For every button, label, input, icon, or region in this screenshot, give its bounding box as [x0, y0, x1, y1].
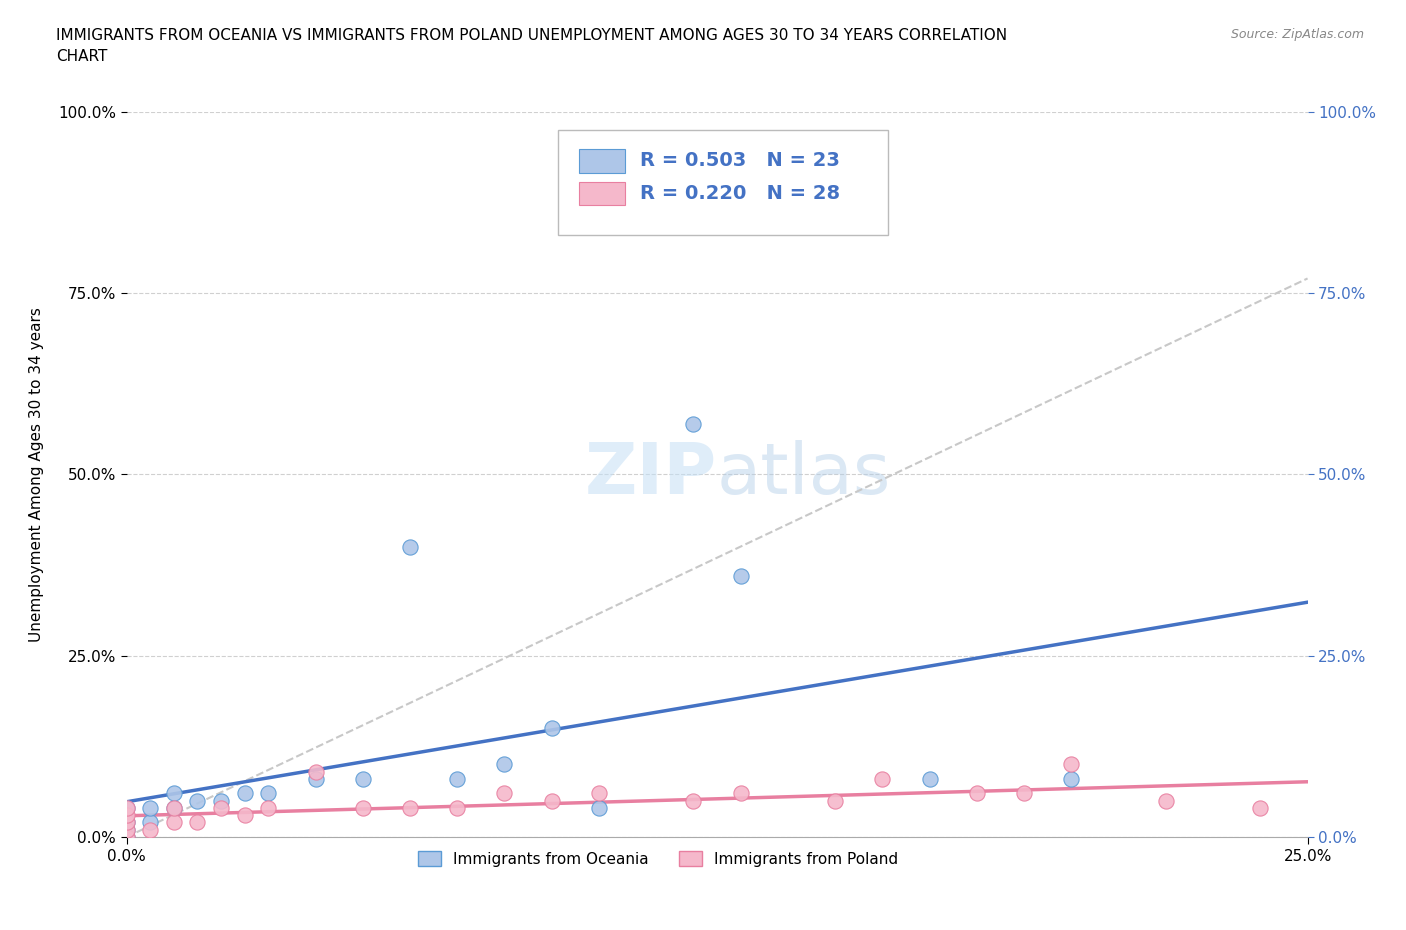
Point [446, 772, 468, 787]
Point [446, 801, 468, 816]
Point [824, 793, 846, 808]
Point [209, 801, 232, 816]
Text: atlas: atlas [717, 440, 891, 509]
Point [115, 830, 138, 844]
Point [966, 786, 988, 801]
Point [730, 568, 752, 583]
Point [115, 822, 138, 837]
FancyBboxPatch shape [579, 182, 624, 206]
Point [494, 786, 516, 801]
Point [233, 808, 256, 823]
Point [139, 815, 162, 830]
Point [115, 815, 138, 830]
Text: R = 0.220   N = 28: R = 0.220 N = 28 [640, 184, 841, 203]
Text: R = 0.503   N = 23: R = 0.503 N = 23 [640, 152, 841, 170]
Point [115, 822, 138, 837]
Point [352, 801, 374, 816]
Text: IMMIGRANTS FROM OCEANIA VS IMMIGRANTS FROM POLAND UNEMPLOYMENT AMONG AGES 30 TO : IMMIGRANTS FROM OCEANIA VS IMMIGRANTS FR… [56, 28, 1007, 64]
Point [115, 830, 138, 844]
Point [304, 764, 326, 779]
Point [682, 416, 704, 431]
Point [209, 793, 232, 808]
Point [399, 801, 422, 816]
Text: ZIP: ZIP [585, 440, 717, 509]
Point [186, 815, 208, 830]
Point [139, 801, 162, 816]
Point [257, 786, 280, 801]
Point [1060, 757, 1083, 772]
Point [540, 793, 562, 808]
Point [540, 721, 562, 736]
Point [115, 801, 138, 816]
Point [730, 786, 752, 801]
Point [1060, 772, 1083, 787]
Point [682, 793, 704, 808]
Point [399, 539, 422, 554]
Y-axis label: Unemployment Among Ages 30 to 34 years: Unemployment Among Ages 30 to 34 years [30, 307, 44, 642]
Point [139, 822, 162, 837]
Point [352, 772, 374, 787]
Point [233, 786, 256, 801]
Point [494, 757, 516, 772]
Point [1012, 786, 1035, 801]
Point [163, 801, 186, 816]
Text: Source: ZipAtlas.com: Source: ZipAtlas.com [1230, 28, 1364, 41]
Point [588, 786, 610, 801]
Point [115, 801, 138, 816]
Point [115, 808, 138, 823]
Point [1249, 801, 1271, 816]
FancyBboxPatch shape [558, 130, 889, 235]
Point [163, 815, 186, 830]
Point [872, 772, 894, 787]
FancyBboxPatch shape [579, 150, 624, 173]
Legend: Immigrants from Oceania, Immigrants from Poland: Immigrants from Oceania, Immigrants from… [412, 844, 904, 873]
Point [918, 772, 941, 787]
Point [304, 772, 326, 787]
Point [588, 801, 610, 816]
Point [163, 801, 186, 816]
Point [186, 793, 208, 808]
Point [163, 786, 186, 801]
Point [1154, 793, 1177, 808]
Point [257, 801, 280, 816]
Point [115, 815, 138, 830]
